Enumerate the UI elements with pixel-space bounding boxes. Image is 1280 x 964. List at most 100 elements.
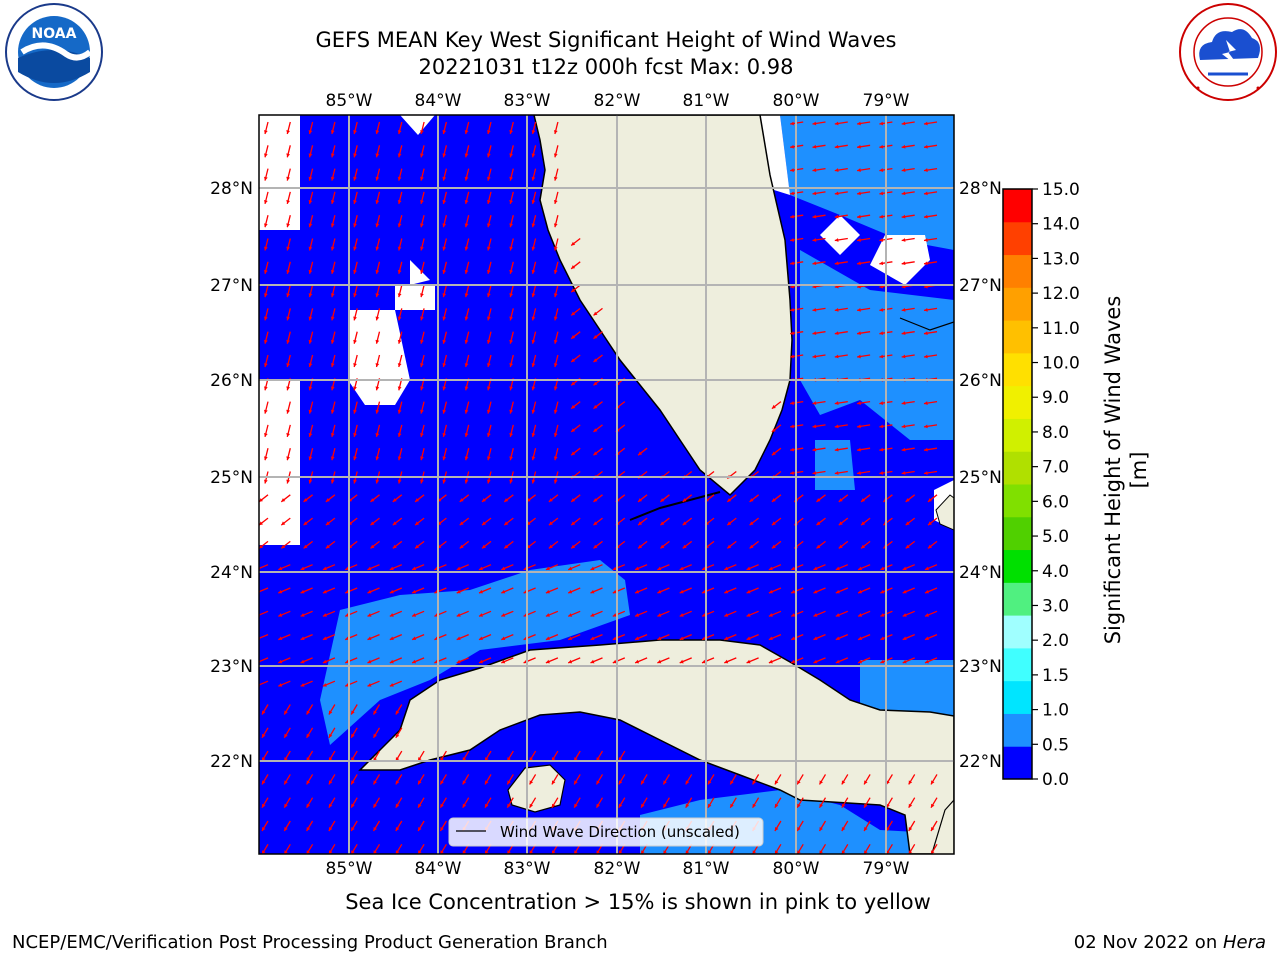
wave-arrow-head: [375, 479, 380, 484]
wave-arrow-head: [593, 428, 598, 432]
wave-arrow-head: [819, 827, 823, 831]
wave-arrow-head: [286, 176, 291, 181]
lat-label-left: 28°N: [210, 179, 253, 199]
colorbar-tick-label: 14.0: [1042, 215, 1080, 235]
wave-arrow-head: [509, 363, 514, 367]
wave-arrow-head: [901, 121, 906, 126]
wave-arrow-head: [531, 409, 536, 414]
wave-arrow-head: [531, 130, 536, 134]
wave-arrow-head: [835, 589, 840, 594]
wave-arrow-head: [924, 121, 928, 126]
wave-arrow-head: [440, 850, 444, 854]
wave-arrow-head: [263, 269, 268, 274]
wave-arrow-head: [791, 566, 796, 571]
wave-arrow-head: [263, 363, 268, 367]
wave-arrow-head: [281, 544, 286, 549]
wave-arrow-head: [663, 803, 667, 808]
footer-date: 02 Nov 2022 on: [1073, 932, 1223, 953]
wave-arrow-head: [373, 803, 377, 808]
wave-arrow-head: [395, 780, 400, 785]
wave-arrow-head: [286, 479, 291, 484]
map-frame: [258, 114, 955, 855]
colorbar-tick-label: 13.0: [1042, 249, 1080, 269]
wave-arrow-head: [330, 386, 335, 391]
wave-arrow-head: [791, 589, 796, 594]
wave-arrow-head: [774, 780, 779, 785]
wave-arrow-head: [420, 386, 424, 391]
wave-arrow-head: [593, 404, 598, 409]
wave-arrow-head: [797, 850, 801, 854]
wave-arrow-head: [263, 223, 268, 228]
wave-arrow-head: [858, 613, 863, 617]
wave-arrow-head: [397, 479, 402, 484]
lat-label-left: 23°N: [210, 657, 253, 677]
wave-arrow-head: [278, 683, 283, 687]
wave-arrow-head: [501, 636, 506, 641]
wave-arrow-head: [442, 223, 447, 228]
wave-arrow-head: [797, 803, 801, 808]
wave-arrow-head: [660, 544, 665, 549]
wave-arrow-head: [375, 223, 380, 228]
wave-arrow-head: [813, 659, 818, 664]
wave-arrow-head: [857, 121, 861, 126]
wave-arrow-head: [834, 307, 839, 312]
wave-arrow-head: [442, 269, 447, 274]
wave-arrow-head: [308, 200, 313, 204]
wave-arrow-head: [816, 521, 821, 526]
wave-arrow-head: [531, 386, 536, 391]
wave-arrow-head: [278, 566, 283, 571]
wave-arrow-head: [462, 780, 467, 785]
wave-arrow-head: [857, 331, 861, 336]
wave-arrow-head: [286, 269, 291, 274]
wave-arrow-head: [545, 566, 550, 571]
legend-label: Wind Wave Direction (unscaled): [500, 823, 740, 841]
wave-arrow-head: [834, 238, 839, 242]
wave-arrow-head: [353, 456, 357, 461]
wave-zone-mid-2: [815, 440, 855, 490]
wave-arrow-head: [392, 498, 397, 502]
wave-arrow-head: [300, 589, 305, 594]
masked-zone-5: [410, 260, 430, 285]
wave-arrow-head: [902, 613, 907, 617]
wave-arrow-head: [509, 456, 514, 461]
colorbar-segment: [1003, 418, 1032, 452]
wave-arrow-head: [286, 456, 291, 461]
wave-arrow-head: [482, 544, 486, 549]
wave-arrow-head: [931, 827, 935, 831]
wave-arrow-head: [370, 521, 375, 526]
colorbar-segment: [1003, 516, 1032, 551]
wave-arrow-head: [392, 521, 397, 526]
wave-arrow-head: [306, 850, 311, 854]
wave-arrow-head: [456, 566, 461, 571]
wave-arrow-head: [724, 659, 729, 664]
wave-arrow-head: [509, 409, 514, 414]
wave-arrow-head: [813, 636, 818, 641]
isla-juventud-land: [507, 764, 566, 813]
wave-arrow-head: [486, 293, 491, 298]
wave-arrow-head: [482, 498, 486, 502]
wave-arrow-head: [901, 191, 906, 196]
wave-arrow-head: [879, 354, 884, 359]
wave-arrow-head: [464, 246, 469, 251]
wave-arrow-head: [531, 269, 536, 274]
wave-arrow-head: [507, 803, 511, 808]
wave-arrow-head: [749, 544, 754, 549]
wave-arrow-head: [790, 238, 794, 242]
lat-label-right: 22°N: [959, 752, 1002, 772]
wave-arrow-head: [485, 850, 489, 854]
wave-arrow-head: [263, 456, 268, 461]
colorbar-segment: [1003, 287, 1032, 321]
wave-arrow-head: [593, 358, 598, 362]
wave-arrow-head: [858, 636, 863, 641]
wave-arrow-head: [813, 566, 818, 571]
wave-arrow-head: [812, 307, 817, 312]
wave-arrow-head: [397, 386, 402, 391]
wave-arrow-head: [905, 521, 910, 526]
wave-arrow-head: [812, 144, 817, 149]
wave-arrow-head: [351, 803, 355, 808]
wave-arrow-head: [771, 521, 776, 526]
wave-arrow-head: [612, 613, 617, 617]
wave-arrow-head: [752, 780, 757, 785]
wave-arrow-head: [819, 780, 823, 785]
wave-arrow-head: [420, 363, 424, 367]
